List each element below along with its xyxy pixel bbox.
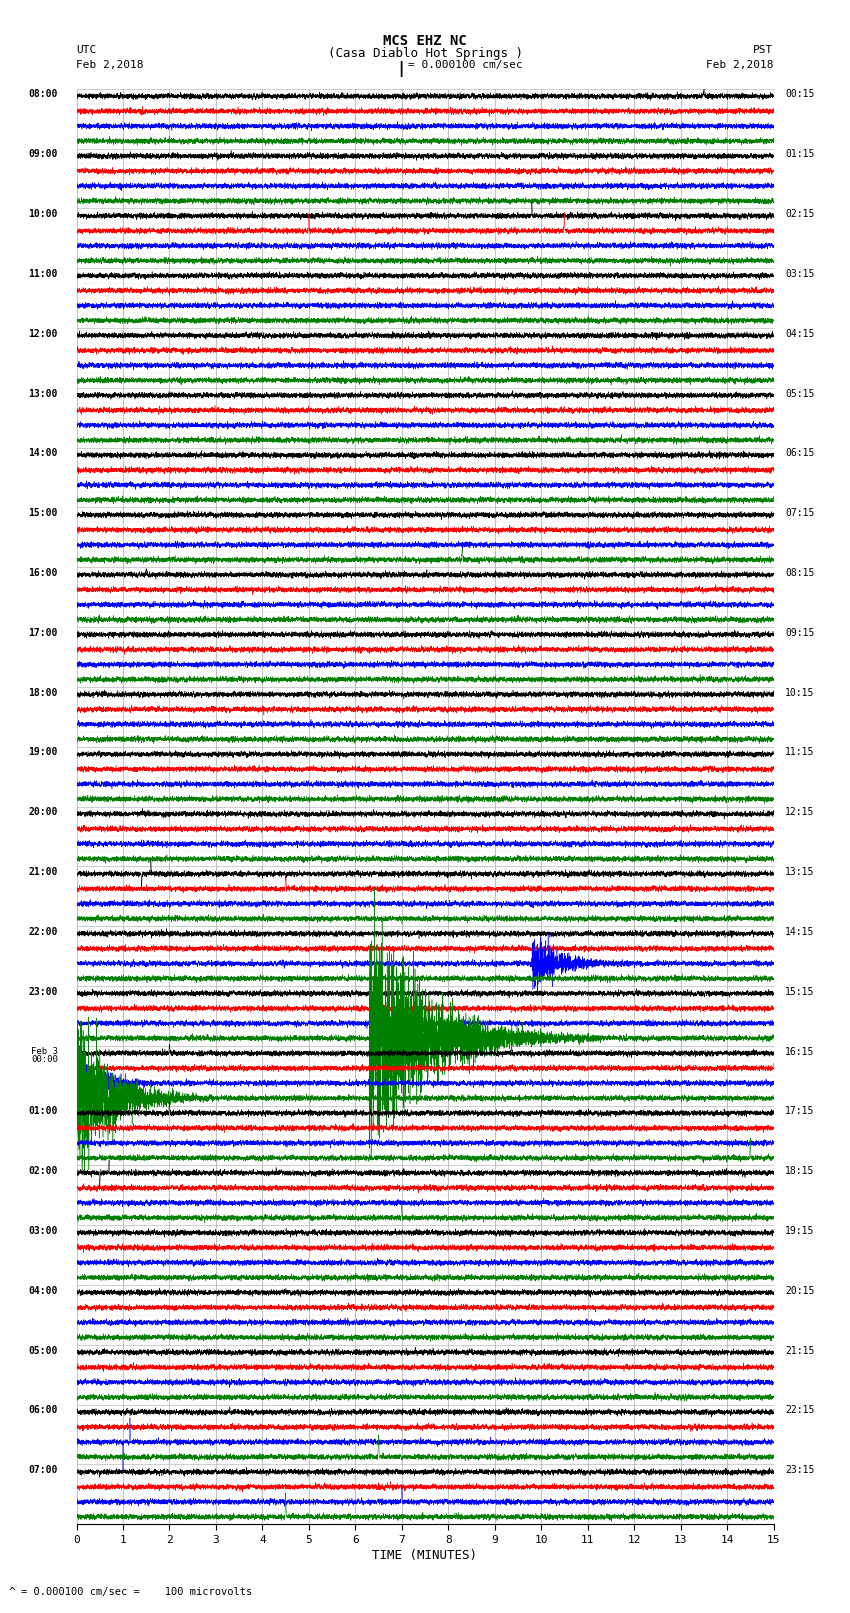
Text: 11:00: 11:00 <box>29 269 58 279</box>
Text: 09:00: 09:00 <box>29 150 58 160</box>
X-axis label: TIME (MINUTES): TIME (MINUTES) <box>372 1548 478 1561</box>
Text: 16:15: 16:15 <box>785 1047 814 1057</box>
Text: 06:00: 06:00 <box>29 1405 58 1415</box>
Text: 01:00: 01:00 <box>29 1107 58 1116</box>
Text: 02:15: 02:15 <box>785 210 814 219</box>
Text: UTC: UTC <box>76 45 97 55</box>
Text: 00:15: 00:15 <box>785 89 814 100</box>
Text: 04:00: 04:00 <box>29 1286 58 1295</box>
Text: 23:15: 23:15 <box>785 1465 814 1476</box>
Text: 15:15: 15:15 <box>785 987 814 997</box>
Text: 04:15: 04:15 <box>785 329 814 339</box>
Text: 05:15: 05:15 <box>785 389 814 398</box>
Text: Feb 3: Feb 3 <box>31 1047 58 1055</box>
Text: 11:15: 11:15 <box>785 747 814 758</box>
Text: (Casa Diablo Hot Springs ): (Casa Diablo Hot Springs ) <box>327 47 523 60</box>
Text: Feb 2,2018: Feb 2,2018 <box>706 60 774 69</box>
Text: 00:00: 00:00 <box>31 1055 58 1065</box>
Text: 02:00: 02:00 <box>29 1166 58 1176</box>
Text: 13:15: 13:15 <box>785 868 814 877</box>
Text: 07:00: 07:00 <box>29 1465 58 1476</box>
Text: Feb 2,2018: Feb 2,2018 <box>76 60 144 69</box>
Text: 17:15: 17:15 <box>785 1107 814 1116</box>
Text: 16:00: 16:00 <box>29 568 58 577</box>
Text: 08:15: 08:15 <box>785 568 814 577</box>
Text: 22:00: 22:00 <box>29 927 58 937</box>
Text: |: | <box>397 61 405 77</box>
Text: ^: ^ <box>8 1587 15 1597</box>
Text: 14:00: 14:00 <box>29 448 58 458</box>
Text: 03:00: 03:00 <box>29 1226 58 1236</box>
Text: 14:15: 14:15 <box>785 927 814 937</box>
Text: 19:15: 19:15 <box>785 1226 814 1236</box>
Text: 22:15: 22:15 <box>785 1405 814 1415</box>
Text: 21:00: 21:00 <box>29 868 58 877</box>
Text: 06:15: 06:15 <box>785 448 814 458</box>
Text: 20:15: 20:15 <box>785 1286 814 1295</box>
Text: 12:00: 12:00 <box>29 329 58 339</box>
Text: = 0.000100 cm/sec =    100 microvolts: = 0.000100 cm/sec = 100 microvolts <box>21 1587 252 1597</box>
Text: 19:00: 19:00 <box>29 747 58 758</box>
Text: 21:15: 21:15 <box>785 1345 814 1355</box>
Text: 10:15: 10:15 <box>785 687 814 697</box>
Text: 03:15: 03:15 <box>785 269 814 279</box>
Text: 10:00: 10:00 <box>29 210 58 219</box>
Text: 15:00: 15:00 <box>29 508 58 518</box>
Text: 17:00: 17:00 <box>29 627 58 637</box>
Text: 18:15: 18:15 <box>785 1166 814 1176</box>
Text: 20:00: 20:00 <box>29 806 58 818</box>
Text: MCS EHZ NC: MCS EHZ NC <box>383 34 467 48</box>
Text: 13:00: 13:00 <box>29 389 58 398</box>
Text: 05:00: 05:00 <box>29 1345 58 1355</box>
Text: 09:15: 09:15 <box>785 627 814 637</box>
Text: 01:15: 01:15 <box>785 150 814 160</box>
Text: = 0.000100 cm/sec: = 0.000100 cm/sec <box>408 60 523 69</box>
Text: 12:15: 12:15 <box>785 806 814 818</box>
Text: 23:00: 23:00 <box>29 987 58 997</box>
Text: 18:00: 18:00 <box>29 687 58 697</box>
Text: 07:15: 07:15 <box>785 508 814 518</box>
Text: PST: PST <box>753 45 774 55</box>
Text: 08:00: 08:00 <box>29 89 58 100</box>
